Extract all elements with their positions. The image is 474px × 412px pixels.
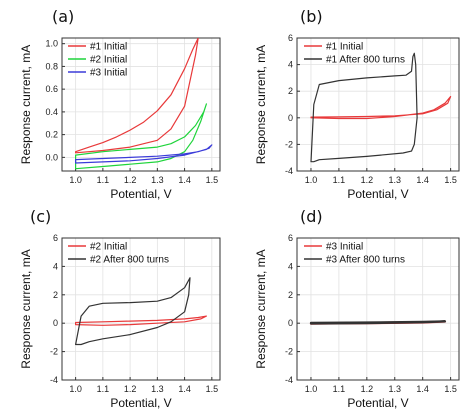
y-tick-label: 4 (288, 60, 293, 70)
x-tick-label: 1.3 (389, 175, 402, 185)
y-tick-label: 0.8 (45, 61, 58, 71)
x-axis-label: Potential, V (110, 396, 171, 410)
x-tick-label: 1.1 (97, 384, 110, 394)
y-axis-label: Response current, mA (254, 249, 268, 368)
legend-label: #2 After 800 turns (90, 255, 169, 266)
y-tick-label: 6 (288, 233, 293, 243)
panel-label: (c) (30, 207, 51, 226)
y-tick-label: 0 (288, 113, 293, 123)
x-tick-label: 1.5 (206, 384, 219, 394)
x-tick-label: 1.2 (361, 175, 374, 185)
series-line-2 (75, 277, 191, 346)
panel-1: 1.0 1.1 1.2 1.3 1.4 1.5 0.0 0.2 0.4 0.6 0.8 1.0 Pote… (19, 7, 221, 201)
series-line-3 (75, 144, 213, 164)
y-tick-label: 0.2 (45, 130, 58, 140)
panel-label: (a) (52, 7, 74, 26)
y-tick-label: 4 (53, 261, 58, 271)
x-axis-label: Potential, V (347, 187, 408, 201)
x-axis-label: Potential, V (110, 187, 171, 201)
y-axis-label: Response current, mA (19, 249, 33, 368)
series-line-1 (75, 315, 207, 326)
x-tick-label: 1.5 (206, 175, 219, 185)
y-tick-label: -4 (285, 166, 293, 176)
x-tick-label: 1.5 (444, 175, 457, 185)
series-line-2 (75, 103, 207, 170)
legend: #2 Initial #2 After 800 turns (68, 242, 169, 266)
y-tick-label: 6 (53, 233, 58, 243)
y-tick-label: 0.0 (45, 152, 58, 162)
x-tick-label: 1.3 (151, 175, 164, 185)
y-tick-label: 0 (53, 318, 58, 328)
plot-frame (61, 237, 221, 381)
series-line-2 (310, 52, 418, 163)
y-tick-label: 0 (288, 318, 293, 328)
panel-label: (b) (300, 7, 323, 26)
series-line-1 (310, 95, 452, 120)
legend-label: #3 Initial (326, 242, 363, 253)
x-tick-label: 1.3 (151, 384, 164, 394)
legend: #3 Initial #3 After 800 turns (304, 242, 405, 266)
x-tick-label: 1.5 (444, 384, 457, 394)
panel-label: (d) (300, 207, 323, 226)
x-axis-label: Potential, V (347, 396, 408, 410)
y-tick-label: 0.4 (45, 107, 58, 117)
legend-label: #1 Initial (326, 42, 363, 53)
y-tick-label: 2 (53, 290, 58, 300)
legend-label: #2 Initial (90, 55, 127, 66)
legend-label: #1 After 800 turns (326, 55, 405, 66)
x-tick-label: 1.0 (305, 384, 318, 394)
x-tick-label: 1.4 (416, 384, 429, 394)
panel-4: 1.0 1.1 1.2 1.3 1.4 1.5 -4 -2 0 2 4 6 Potential, V Re… (254, 207, 460, 410)
y-tick-label: 4 (288, 261, 293, 271)
y-tick-label: 6 (288, 33, 293, 43)
x-tick-label: 1.2 (361, 384, 374, 394)
x-tick-label: 1.2 (124, 175, 137, 185)
plot-frame (296, 237, 460, 381)
series-line-2 (309, 320, 447, 325)
y-tick-label: -2 (285, 139, 293, 149)
x-tick-label: 1.4 (178, 384, 191, 394)
x-tick-label: 1.1 (333, 384, 346, 394)
legend-label: #3 After 800 turns (326, 255, 405, 266)
x-tick-label: 1.1 (333, 175, 346, 185)
x-tick-label: 1.3 (389, 384, 402, 394)
x-tick-label: 1.4 (178, 175, 191, 185)
legend-label: #3 Initial (90, 68, 127, 79)
legend: #1 Initial #2 Initial #3 Initial (68, 42, 127, 79)
legend: #1 Initial #1 After 800 turns (304, 42, 405, 66)
y-axis-label: Response current, mA (254, 45, 268, 164)
series-line-1 (75, 38, 199, 154)
legend-label: #2 Initial (90, 242, 127, 253)
y-tick-label: -2 (285, 347, 293, 357)
legend-label: #1 Initial (90, 42, 127, 53)
y-tick-label: 1.0 (45, 39, 58, 49)
y-axis-label: Response current, mA (19, 45, 33, 164)
y-tick-label: -4 (285, 375, 293, 385)
plot-frame (61, 37, 221, 172)
x-tick-label: 1.1 (97, 175, 110, 185)
plot-frame (296, 37, 460, 172)
x-tick-label: 1.0 (69, 384, 82, 394)
panel-2: 1.0 1.1 1.2 1.3 1.4 1.5 -4 -2 0 2 4 6 Potential, V Re… (254, 7, 460, 201)
y-tick-label: 2 (288, 290, 293, 300)
y-tick-label: -4 (50, 375, 58, 385)
panel-3: 1.0 1.1 1.2 1.3 1.4 1.5 -4 -2 0 2 4 6 Potential, V Re… (19, 207, 221, 410)
x-tick-label: 1.2 (124, 384, 137, 394)
x-tick-label: 1.0 (305, 175, 318, 185)
y-tick-label: -2 (50, 347, 58, 357)
x-tick-label: 1.4 (416, 175, 429, 185)
y-tick-label: 0.6 (45, 84, 58, 94)
y-tick-label: 2 (288, 86, 293, 96)
x-tick-label: 1.0 (69, 175, 82, 185)
